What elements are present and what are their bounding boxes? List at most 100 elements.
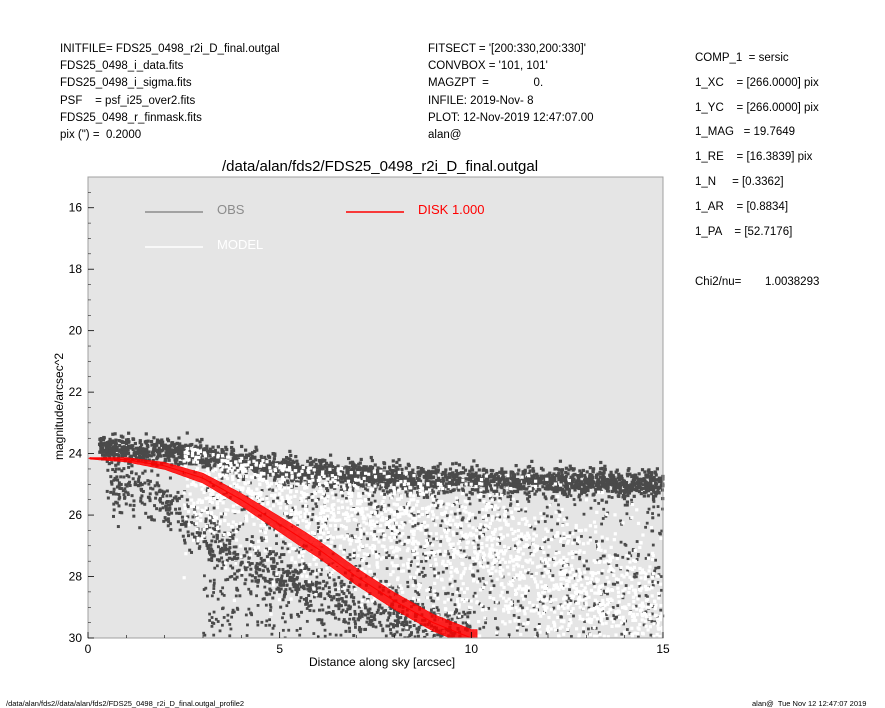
obs-point — [408, 506, 412, 510]
model-point — [465, 519, 469, 523]
obs-point — [467, 478, 471, 482]
model-point — [414, 539, 418, 543]
obs-point — [335, 470, 339, 474]
obs-point — [406, 478, 410, 483]
obs-point — [535, 472, 539, 476]
obs-point — [492, 477, 496, 481]
obs-point — [165, 489, 169, 493]
model-point — [562, 597, 566, 601]
obs-point — [564, 483, 568, 487]
obs-point — [340, 597, 344, 600]
obs-point — [205, 444, 209, 448]
obs-point — [388, 628, 392, 632]
model-point — [321, 470, 325, 474]
obs-point — [290, 579, 294, 583]
obs-point — [357, 605, 361, 609]
obs-point — [357, 628, 361, 632]
obs-point — [183, 521, 187, 525]
obs-point — [489, 487, 493, 491]
obs-point — [402, 542, 406, 546]
obs-point — [639, 491, 643, 496]
obs-point — [316, 618, 320, 622]
model-point — [312, 587, 316, 591]
model-point — [273, 493, 277, 497]
obs-point — [395, 630, 399, 634]
obs-point — [205, 447, 209, 451]
obs-point — [398, 463, 402, 468]
model-point — [588, 608, 592, 612]
obs-point — [616, 580, 619, 584]
obs-point — [657, 480, 661, 484]
obs-point — [259, 574, 263, 578]
obs-point — [348, 469, 352, 473]
obs-point — [590, 480, 594, 484]
obs-point — [291, 570, 295, 574]
obs-point — [457, 488, 461, 492]
obs-point — [318, 460, 322, 464]
obs-point — [631, 483, 635, 488]
obs-point — [202, 588, 206, 591]
obs-point — [656, 478, 660, 482]
obs-point — [373, 572, 376, 576]
obs-point — [250, 454, 254, 459]
model-point — [592, 626, 596, 630]
obs-point — [235, 586, 239, 590]
model-point — [553, 628, 558, 632]
model-point — [495, 517, 499, 521]
obs-point — [168, 503, 172, 507]
model-point — [575, 627, 579, 631]
obs-point — [282, 553, 286, 557]
obs-point — [429, 596, 433, 600]
model-point — [226, 508, 230, 512]
obs-point — [493, 473, 497, 477]
obs-point — [208, 454, 212, 458]
obs-point — [432, 567, 436, 571]
obs-point — [388, 613, 392, 617]
obs-point — [205, 489, 209, 492]
obs-point — [301, 475, 305, 479]
header-right-line: 1_N = [0.3362] — [695, 176, 784, 188]
model-point — [407, 501, 411, 505]
obs-point — [250, 457, 255, 461]
obs-point — [119, 475, 123, 479]
obs-point — [206, 594, 209, 598]
model-point — [239, 555, 243, 559]
obs-point — [411, 524, 415, 528]
obs-point — [295, 459, 299, 463]
model-point — [185, 458, 189, 462]
obs-point — [595, 475, 599, 480]
obs-point — [383, 485, 387, 488]
obs-point — [348, 553, 352, 557]
obs-point — [565, 484, 570, 489]
obs-point — [625, 628, 629, 631]
obs-point — [244, 578, 248, 582]
model-point — [294, 509, 298, 513]
obs-point — [397, 620, 401, 624]
obs-point — [200, 458, 205, 462]
obs-point — [280, 560, 284, 564]
obs-point — [327, 610, 331, 614]
model-point — [336, 467, 340, 471]
obs-point — [115, 501, 119, 505]
obs-point — [126, 452, 130, 456]
model-point — [509, 486, 513, 491]
obs-point — [418, 480, 422, 484]
obs-point — [289, 478, 294, 482]
obs-point — [206, 462, 210, 467]
obs-point — [145, 455, 149, 459]
obs-point — [577, 495, 581, 499]
obs-point — [317, 618, 321, 622]
obs-point — [437, 504, 440, 508]
obs-point — [348, 612, 352, 616]
obs-point — [162, 492, 166, 496]
obs-point — [222, 616, 226, 619]
model-point — [362, 514, 366, 518]
obs-point — [478, 579, 482, 583]
obs-point — [281, 598, 285, 602]
model-point — [363, 569, 367, 574]
obs-point — [631, 549, 635, 552]
model-point — [562, 577, 566, 581]
obs-point — [282, 612, 286, 616]
model-point — [488, 535, 492, 539]
obs-point — [434, 468, 438, 472]
